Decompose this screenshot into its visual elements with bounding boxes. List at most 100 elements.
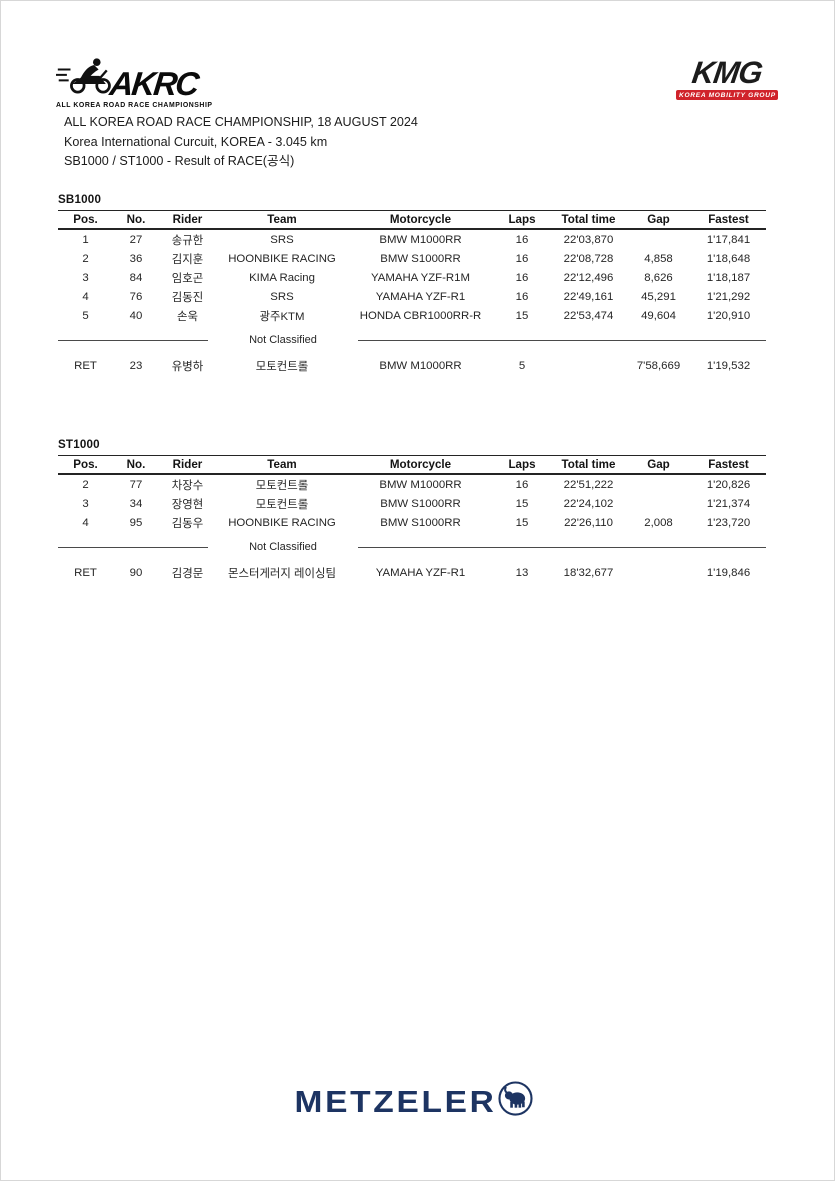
cell: 36 xyxy=(129,252,143,265)
cell: 27 xyxy=(129,233,143,246)
cell: 1'18,187 xyxy=(706,271,751,284)
cell: 2,008 xyxy=(644,516,673,529)
cell: 22'08,728 xyxy=(563,252,614,265)
cell: 22'26,110 xyxy=(564,516,613,529)
cell: 1'21,292 xyxy=(706,290,751,303)
elephant-icon xyxy=(498,1081,533,1121)
cell: KIMA Racing xyxy=(249,271,315,284)
cell: 장영현 xyxy=(171,498,204,511)
not-classified-label: Not Classified xyxy=(249,334,317,346)
cell: BMW S1000RR xyxy=(380,516,461,529)
cell: HOONBIKE RACING xyxy=(228,252,336,265)
cell: 1'18,648 xyxy=(706,252,751,265)
cell: 95 xyxy=(129,516,143,529)
column-header: Rider xyxy=(172,458,203,471)
column-header: Laps xyxy=(508,213,536,226)
cell: 광주KTM xyxy=(259,310,305,323)
event-circuit-line: Korea International Curcuit, KOREA - 3.0… xyxy=(64,134,328,149)
cell: 1 xyxy=(82,233,89,246)
cell: 김지훈 xyxy=(171,253,204,266)
cell: 1'17,841 xyxy=(706,233,751,246)
not-classified-label: Not Classified xyxy=(249,541,317,553)
not-classified-divider: Not Classified xyxy=(58,540,766,554)
metzeler-logo: METZELER xyxy=(1,1081,834,1121)
cell: 76 xyxy=(129,290,143,303)
divider-line xyxy=(58,339,208,341)
cell: 모토컨트롤 xyxy=(255,498,309,511)
cell: 김동진 xyxy=(171,291,204,304)
cell: 1'20,826 xyxy=(706,478,751,491)
table-row: 3 34 장영현 모토컨트롤 BMW S1000RR 15 22'24,102 1'21,37… xyxy=(58,494,766,513)
cell: 77 xyxy=(129,478,143,491)
cell: 2 xyxy=(82,252,89,265)
column-header: Gap xyxy=(647,213,670,226)
cell: BMW M1000RR xyxy=(379,233,462,246)
motorcycle-racer-icon xyxy=(56,53,114,100)
cell: 2 xyxy=(82,478,89,491)
column-header: Rider xyxy=(172,213,203,226)
cell: 임호곤 xyxy=(171,272,204,285)
divider-line xyxy=(58,546,208,548)
cell: 유병하 xyxy=(171,361,204,373)
column-header: Motorcycle xyxy=(389,458,452,471)
column-header: Pos. xyxy=(73,213,98,226)
cell: 16 xyxy=(515,233,529,246)
retired-rows: RET 90 김경문 몬스터게러지 레이싱팀 YAMAHA YZF-R1 13 18'32,… xyxy=(58,563,766,583)
cell: 5 xyxy=(518,360,526,372)
cell: 1'23,720 xyxy=(706,516,751,529)
section-title: SB1000 xyxy=(58,193,102,206)
cell: 23 xyxy=(129,360,143,372)
cell: 15 xyxy=(515,497,529,510)
table-body: 1 27 송규한 SRS BMW M1000RR 16 22'03,870 1'17,841 2… xyxy=(58,230,766,325)
cell: SRS xyxy=(270,290,294,303)
results-section-sb1000: SB1000 Pos. No. Rider Team Motorcycle Laps Tot… xyxy=(58,193,766,376)
cell: 22'03,870 xyxy=(563,233,614,246)
table-row: 1 27 송규한 SRS BMW M1000RR 16 22'03,870 1'17,841 xyxy=(58,230,766,249)
cell: 22'53,474 xyxy=(563,309,614,322)
cell: 1'21,374 xyxy=(706,497,751,510)
table-header-row: Pos. No. Rider Team Motorcycle Laps Total time… xyxy=(58,210,766,230)
table-row: 4 76 김동진 SRS YAMAHA YZF-R1 16 22'49,161 45,291 1… xyxy=(58,287,766,306)
table-row: 3 84 임호곤 KIMA Racing YAMAHA YZF-R1M 16 22'12,4… xyxy=(58,268,766,287)
cell: 4,858 xyxy=(644,252,673,265)
cell: 5 xyxy=(82,309,89,322)
column-header: No. xyxy=(126,213,146,226)
column-header: Fastest xyxy=(708,213,749,226)
akrc-logo-word: AKRC xyxy=(108,65,200,102)
kmg-logo: KMG KOREA MOBILITY GROUP xyxy=(676,55,778,100)
cell: YAMAHA YZF-R1 xyxy=(375,290,466,303)
column-header: Team xyxy=(267,213,297,226)
cell: 16 xyxy=(515,271,529,284)
table-row: 4 95 김동우 HOONBIKE RACING BMW S1000RR 15 22'26,… xyxy=(58,513,766,532)
retired-rows: RET 23 유병하 모토컨트롤 BMW M1000RR 5 7'58,669 1'19,53… xyxy=(58,356,766,376)
table-row: 5 40 손욱 광주KTM HONDA CBR1000RR-R 15 22'53,474 49… xyxy=(58,306,766,325)
table-header-row: Pos. No. Rider Team Motorcycle Laps Total time… xyxy=(58,455,766,475)
cell: HONDA CBR1000RR-R xyxy=(359,309,482,322)
cell: 4 xyxy=(82,290,89,303)
column-header: Fastest xyxy=(708,458,749,471)
metzeler-logo-word: METZELER xyxy=(294,1083,497,1119)
column-header: Team xyxy=(267,458,297,471)
cell: 몬스터게러지 레이싱팀 xyxy=(228,568,336,580)
table-body: 2 77 차장수 모토컨트롤 BMW M1000RR 16 22'51,222 1'20,82… xyxy=(58,475,766,532)
table-row: 2 36 김지훈 HOONBIKE RACING BMW S1000RR 16 22'08,… xyxy=(58,249,766,268)
column-header: No. xyxy=(126,458,146,471)
column-header: Gap xyxy=(647,458,670,471)
akrc-logo: AKRC ALL KOREA ROAD RACE CHAMPIONSHIP xyxy=(56,53,213,109)
column-header: Motorcycle xyxy=(389,213,452,226)
cell: 1'20,910 xyxy=(706,309,751,322)
results-section-st1000: ST1000 Pos. No. Rider Team Motorcycle Laps Tot… xyxy=(58,438,766,583)
event-title-block: ALL KOREA ROAD RACE CHAMPIONSHIP, 18 AUG… xyxy=(64,113,418,172)
not-classified-divider: Not Classified xyxy=(58,333,766,347)
cell: 13 xyxy=(515,567,529,579)
cell: 7'58,669 xyxy=(636,360,681,372)
table-row: RET 90 김경문 몬스터게러지 레이싱팀 YAMAHA YZF-R1 13 18'32,… xyxy=(58,563,766,583)
cell: 90 xyxy=(129,567,143,579)
cell: 16 xyxy=(515,252,529,265)
cell: 40 xyxy=(129,309,143,322)
cell: 49,604 xyxy=(641,309,676,322)
cell: 3 xyxy=(82,497,89,510)
cell: 84 xyxy=(129,271,143,284)
cell: 손욱 xyxy=(177,310,198,323)
